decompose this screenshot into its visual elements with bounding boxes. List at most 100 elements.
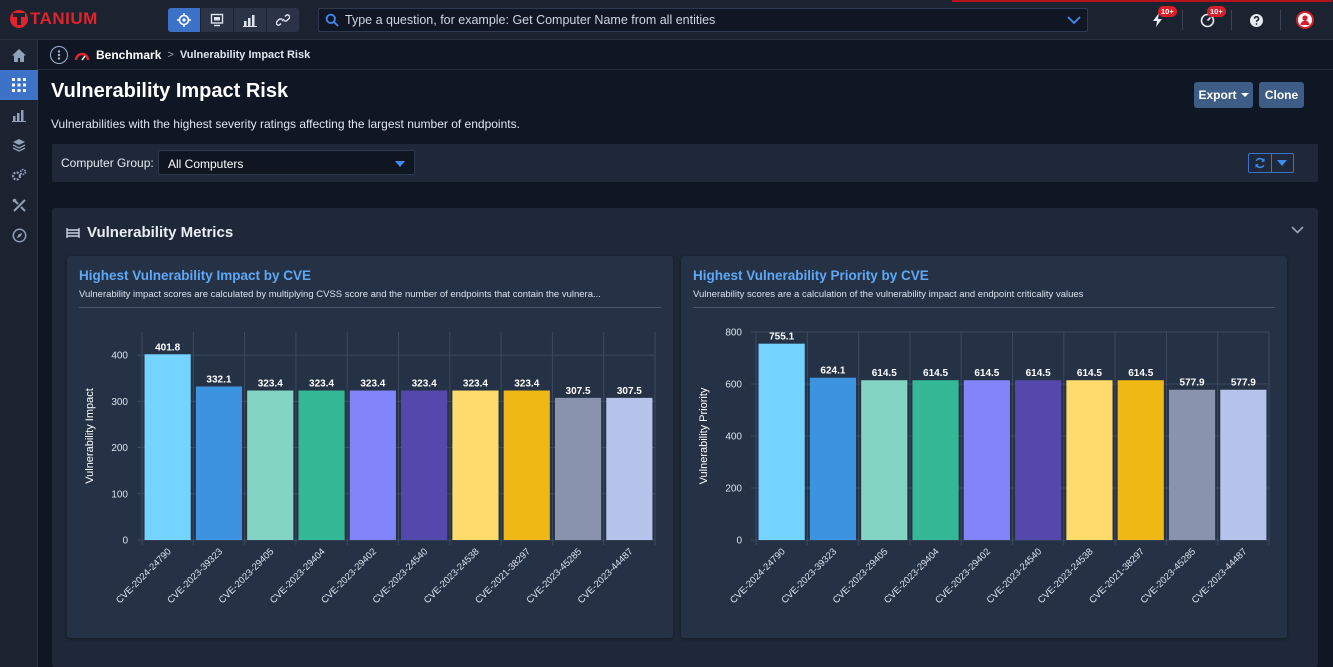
breadcrumb-current: Vulnerability Impact Risk [179, 49, 311, 61]
mode-endpoints-button[interactable] [201, 8, 234, 32]
bar [247, 390, 294, 540]
activity-button[interactable]: 10+ [1197, 6, 1226, 30]
x-tick-label: CVE-2023-29404 [882, 546, 942, 606]
caret-down-icon [1277, 160, 1288, 166]
bar [1015, 380, 1062, 540]
crosshair-icon [177, 13, 191, 27]
divider [1280, 10, 1281, 30]
x-tick-label: CVE-2023-29402 [319, 546, 379, 606]
bar-value-label: 577.9 [1231, 378, 1256, 389]
bar-value-label: 614.5 [974, 368, 999, 379]
collapse-chevron-icon[interactable] [1291, 226, 1304, 234]
bar [401, 390, 448, 540]
refresh-icon [1255, 157, 1265, 169]
y-tick-label: 100 [111, 489, 128, 500]
computer-group-select[interactable]: All Computers [158, 150, 415, 175]
y-axis-label: Vulnerability Impact [84, 388, 96, 484]
gears-icon [11, 168, 27, 181]
kebab-menu-button[interactable] [50, 46, 68, 64]
bar-value-label: 323.4 [360, 379, 385, 390]
mode-switcher [168, 8, 300, 32]
bar-value-label: 755.1 [769, 332, 794, 343]
x-tick-label: CVE-2023-24538 [1036, 546, 1096, 606]
y-axis-label: Vulnerability Priority [698, 387, 710, 484]
export-button-label: Export [1198, 88, 1237, 102]
y-tick-label: 400 [725, 432, 742, 443]
sidebar-modules[interactable] [0, 70, 38, 100]
breadcrumb-benchmark-link[interactable]: Benchmark [96, 48, 162, 62]
filter-bar: Computer Group: All Computers [52, 144, 1318, 182]
x-tick-label: CVE-2023-29402 [933, 546, 993, 606]
mode-reports-button[interactable] [234, 8, 267, 32]
refresh-button[interactable] [1249, 154, 1272, 172]
bar [963, 380, 1010, 540]
export-button[interactable]: Export [1194, 82, 1253, 108]
breadcrumb: Benchmark > Vulnerability Impact Risk [50, 46, 310, 64]
y-tick-label: 200 [111, 443, 128, 454]
x-tick-label: CVE-2023-29405 [831, 546, 891, 606]
metrics-header: Vulnerability Metrics [66, 224, 233, 241]
impact-chart-card: Highest Vulnerability Impact by CVE Vuln… [67, 256, 673, 638]
accent-line [952, 0, 1332, 2]
bar [861, 380, 908, 540]
notifications-button[interactable]: 10+ [1148, 6, 1177, 30]
sidebar-administration[interactable] [0, 160, 38, 190]
compass-icon [12, 228, 26, 242]
question-search-input[interactable] [339, 13, 1067, 27]
home-icon [12, 48, 26, 62]
impact-bar-chart: 0 100 200 300 400 Vulnerability Impact 401.8 CV… [84, 332, 656, 606]
bar-chart-icon [12, 109, 26, 122]
sidebar-reports[interactable] [0, 100, 38, 130]
x-tick-label: CVE-2023-44487 [1190, 546, 1250, 606]
link-icon [276, 14, 290, 26]
refresh-button-group [1248, 153, 1294, 173]
bar-value-label: 307.5 [617, 386, 642, 397]
bar [606, 397, 653, 540]
lightning-icon [1153, 13, 1162, 27]
bar-value-label: 614.5 [872, 368, 897, 379]
notifications-badge: 10+ [1158, 6, 1177, 17]
question-search-bar [318, 8, 1088, 32]
benchmark-speedometer-icon [74, 52, 90, 61]
bar-value-label: 577.9 [1180, 378, 1205, 389]
bar [1168, 389, 1216, 540]
bar [503, 390, 550, 540]
top-right-icons: 10+ 10+ [1148, 6, 1315, 30]
bar-value-label: 614.5 [1026, 368, 1051, 379]
main-content: Benchmark > Vulnerability Impact Risk Vu… [38, 40, 1333, 667]
help-button[interactable] [1246, 10, 1266, 30]
x-tick-label: CVE-2023-45285 [524, 546, 584, 606]
chart-subtitle: Vulnerability scores are a calculation o… [693, 289, 1084, 300]
bar-chart-icon [243, 15, 257, 27]
sidebar-packages[interactable] [0, 130, 38, 160]
sidebar-explore[interactable] [0, 220, 38, 250]
bar-value-label: 401.8 [155, 342, 180, 353]
tanium-logo-mark-icon [10, 10, 28, 28]
clone-button[interactable]: Clone [1259, 82, 1304, 108]
chevron-down-icon[interactable] [1067, 15, 1081, 25]
grid-icon [12, 78, 26, 92]
refresh-options-button[interactable] [1272, 154, 1294, 172]
breadcrumb-separator: > [167, 49, 174, 61]
bar-value-label: 624.1 [820, 366, 845, 377]
y-tick-label: 800 [725, 328, 742, 339]
mode-connect-button[interactable] [267, 8, 300, 32]
caret-down-icon [1240, 93, 1249, 97]
y-tick-label: 0 [122, 536, 128, 547]
bar [144, 354, 191, 540]
sidebar-tools[interactable] [0, 190, 38, 220]
y-tick-label: 200 [725, 484, 742, 495]
x-tick-label: CVE-2023-24538 [422, 546, 482, 606]
bar [1066, 380, 1113, 540]
computer-group-value: All Computers [168, 157, 244, 171]
caret-down-icon [395, 161, 405, 167]
sidebar-home[interactable] [0, 40, 38, 70]
priority-bar-chart: 0 200 400 600 800 Vulnerability Priority 755.1… [698, 328, 1270, 606]
user-menu-button[interactable] [1295, 10, 1315, 30]
kebab-icon [57, 50, 61, 60]
top-bar: TANIUM 10+ 10+ [0, 0, 1333, 40]
x-tick-label: CVE-2023-24540 [371, 546, 431, 606]
mode-ask-button[interactable] [168, 8, 201, 32]
tanium-logo[interactable]: TANIUM [10, 8, 98, 30]
bar [195, 386, 243, 540]
